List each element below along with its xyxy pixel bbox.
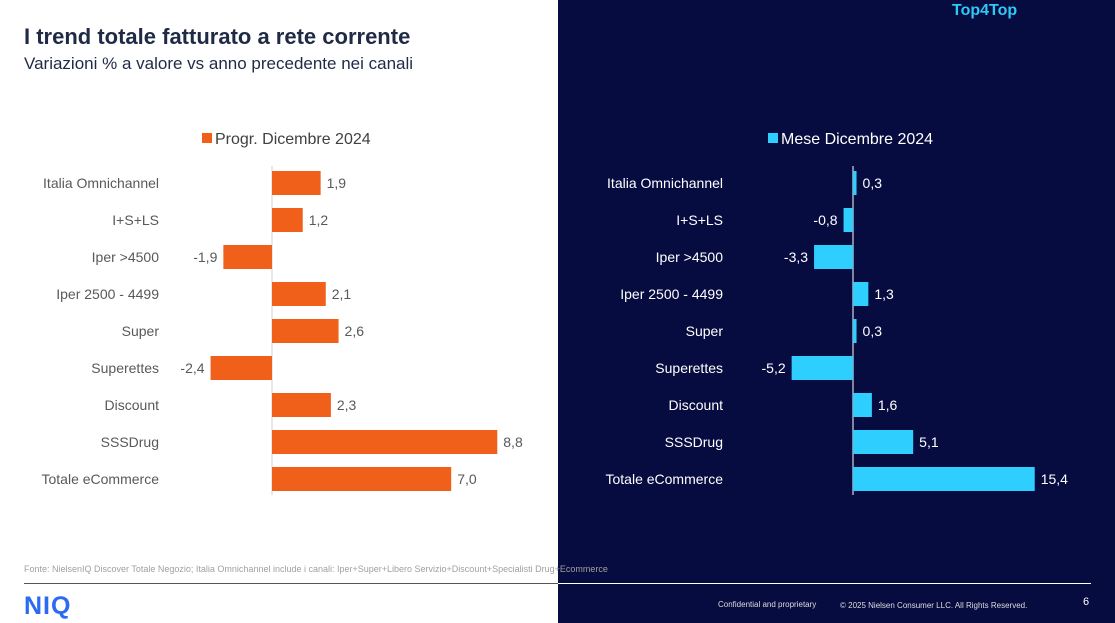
category-label: Discount xyxy=(669,397,724,413)
bar xyxy=(814,245,853,269)
data-label: 1,3 xyxy=(874,286,894,302)
data-label: 0,3 xyxy=(863,323,883,339)
brand-label: Top4Top xyxy=(952,2,1018,19)
legend-label: Mese Dicembre 2024 xyxy=(781,131,933,148)
category-label: Superettes xyxy=(655,360,723,376)
data-label: -0,8 xyxy=(813,212,837,228)
category-label: I+S+LS xyxy=(112,212,159,228)
page-subtitle: Variazioni % a valore vs anno precedente… xyxy=(24,54,414,73)
bar xyxy=(853,393,872,417)
data-label: 0,3 xyxy=(863,175,883,191)
divider xyxy=(24,583,558,584)
category-label: Totale eCommerce xyxy=(42,471,160,487)
bar xyxy=(272,282,326,306)
bar xyxy=(210,356,272,380)
category-label: SSSDrug xyxy=(665,434,723,450)
category-label: Iper >4500 xyxy=(92,249,160,265)
category-label: Totale eCommerce xyxy=(606,471,724,487)
bar xyxy=(791,356,853,380)
data-label: -3,3 xyxy=(784,249,808,265)
bar xyxy=(272,430,498,454)
data-label: 1,9 xyxy=(327,175,347,191)
bar xyxy=(272,467,452,491)
data-label: 1,6 xyxy=(878,397,898,413)
page-number: 6 xyxy=(1083,596,1090,608)
divider xyxy=(558,583,1091,584)
data-label: -5,2 xyxy=(762,360,786,376)
bar xyxy=(853,467,1035,491)
legend-label: Progr. Dicembre 2024 xyxy=(215,131,371,148)
bar xyxy=(272,393,331,417)
category-label: Iper 2500 - 4499 xyxy=(620,286,723,302)
category-label: I+S+LS xyxy=(676,212,723,228)
category-label: Discount xyxy=(105,397,160,413)
bar xyxy=(843,208,853,232)
bar xyxy=(853,430,914,454)
bar xyxy=(853,319,857,343)
category-label: Italia Omnichannel xyxy=(607,175,723,191)
bar xyxy=(853,282,869,306)
data-label: 8,8 xyxy=(503,434,523,450)
bar xyxy=(853,171,857,195)
category-label: Iper >4500 xyxy=(656,249,724,265)
bar xyxy=(272,319,339,343)
category-label: SSSDrug xyxy=(101,434,159,450)
confidential-note: Confidential and proprietary xyxy=(718,600,817,609)
category-label: Super xyxy=(122,323,160,339)
data-label: 5,1 xyxy=(919,434,939,450)
page-title: I trend totale fatturato a rete corrente xyxy=(24,24,411,49)
data-label: -1,9 xyxy=(193,249,217,265)
data-label: 2,6 xyxy=(345,323,365,339)
category-label: Superettes xyxy=(91,360,159,376)
dark-panel xyxy=(558,0,1115,623)
legend-swatch xyxy=(768,133,778,143)
category-label: Super xyxy=(686,323,724,339)
data-label: 2,3 xyxy=(337,397,357,413)
source-note: Fonte: NielsenIQ Discover Totale Negozio… xyxy=(24,564,608,574)
data-label: 15,4 xyxy=(1041,471,1068,487)
data-label: 2,1 xyxy=(332,286,352,302)
bar xyxy=(272,208,303,232)
category-label: Italia Omnichannel xyxy=(43,175,159,191)
data-label: 1,2 xyxy=(309,212,329,228)
category-label: Iper 2500 - 4499 xyxy=(56,286,159,302)
data-label: -2,4 xyxy=(180,360,204,376)
copyright: © 2025 Nielsen Consumer LLC. All Rights … xyxy=(840,601,1028,610)
bar xyxy=(223,245,272,269)
data-label: 7,0 xyxy=(457,471,477,487)
legend-swatch xyxy=(202,133,212,143)
niq-logo: NIQ xyxy=(24,592,72,620)
bar xyxy=(272,171,321,195)
